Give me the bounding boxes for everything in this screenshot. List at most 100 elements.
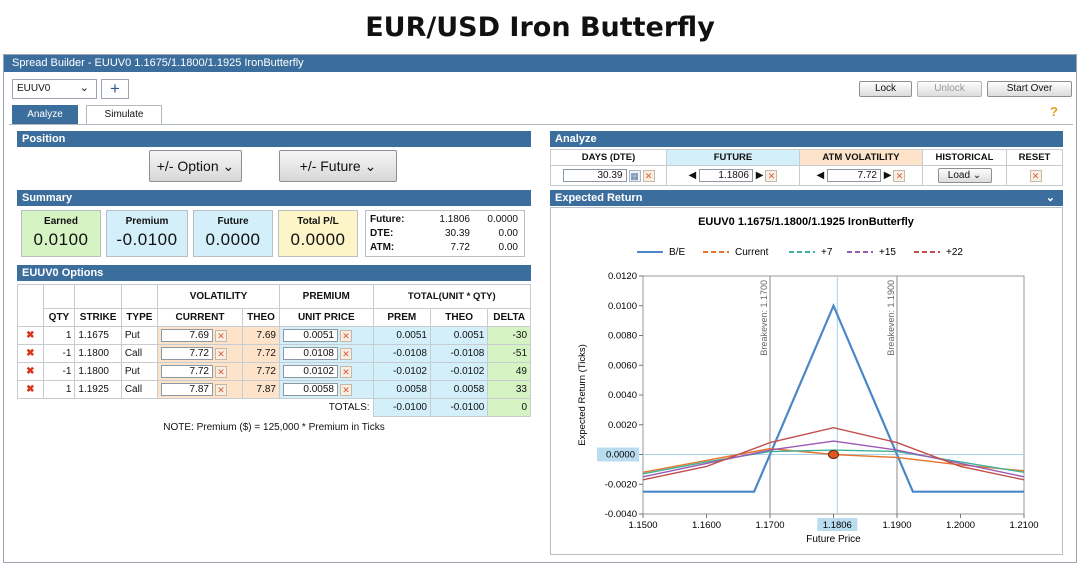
clear-icon[interactable]: ✕ xyxy=(214,365,227,378)
x-tick-label: 1.2100 xyxy=(1009,520,1038,531)
summary-stats: Future: 1.1806 0.0000 DTE: 30.39 0.00 ATM: 7.… xyxy=(365,210,525,257)
load-historical-button[interactable]: Load ⌄ xyxy=(937,168,992,183)
legend-label: +15 xyxy=(879,247,896,258)
x-tick-label: 1.1500 xyxy=(628,520,657,531)
unit-price-input[interactable]: 0.0058 xyxy=(283,383,338,396)
clear-icon[interactable]: ✕ xyxy=(214,347,227,360)
y-tick-label: 0.0100 xyxy=(608,301,637,312)
chevron-down-icon: ⌄ xyxy=(79,82,89,94)
stat-row-atm: ATM: 7.72 0.00 xyxy=(370,242,518,253)
table-row: ✖ 1 1.1675 Put 7.69 ✕ 7.69 0.0051 ✕ 0.0051… xyxy=(17,326,531,345)
earned-label: Earned xyxy=(44,216,78,227)
unit-price-input[interactable]: 0.0102 xyxy=(283,365,338,378)
total-pl-box: Total P/L 0.0000 xyxy=(278,210,358,257)
legend-label: +7 xyxy=(821,247,833,258)
series-line xyxy=(642,427,1025,481)
analyze-header: Analyze xyxy=(550,131,1063,147)
unit-price-input[interactable]: 0.0051 xyxy=(283,329,338,342)
totals-label: TOTALS: xyxy=(17,398,374,417)
x-tick-label: 1.1700 xyxy=(755,520,784,531)
clear-icon[interactable]: ✕ xyxy=(340,383,352,396)
expected-return-header: Expected Return ⌄ xyxy=(550,190,1063,206)
breakeven-label: Breakeven: 1.1700 xyxy=(759,280,769,356)
clear-icon[interactable]: ✕ xyxy=(214,383,227,396)
days-input[interactable]: 30.39 xyxy=(562,169,627,182)
instrument-select[interactable]: EUUV0 ⌄ xyxy=(12,79,97,99)
chart-title: EUUV0 1.1675/1.1800/1.1925 IronButterfly xyxy=(698,216,915,228)
clear-icon[interactable]: ✕ xyxy=(642,169,655,182)
remove-leg-icon[interactable]: ✖ xyxy=(17,380,44,399)
current-y-label-bg xyxy=(597,447,639,462)
increment-icon[interactable]: ▶ xyxy=(755,170,764,182)
clear-icon[interactable]: ✕ xyxy=(893,169,906,182)
add-instrument-button[interactable]: + xyxy=(101,79,129,99)
volatility-input[interactable]: 7.72 xyxy=(160,347,213,360)
legend-label: Current xyxy=(735,247,769,258)
unlock-button[interactable]: Unlock xyxy=(917,81,982,97)
y-tick-label: 0.0040 xyxy=(608,390,637,401)
col-unit-price: UNIT PRICE xyxy=(279,308,374,327)
volatility-input[interactable]: 7.69 xyxy=(160,329,213,342)
earned-box: Earned 0.0100 xyxy=(21,210,101,257)
add-future-button[interactable]: +/- Future ⌄ xyxy=(279,150,397,182)
current-marker xyxy=(828,450,839,459)
add-option-button[interactable]: +/- Option ⌄ xyxy=(149,150,242,182)
unit-price-input[interactable]: 0.0108 xyxy=(283,347,338,360)
totals-row: TOTALS: -0.0100 -0.0100 0 xyxy=(17,398,531,417)
remove-leg-icon[interactable]: ✖ xyxy=(17,362,44,381)
col-prem: PREM xyxy=(372,308,431,327)
volatility-input[interactable]: 7.72 xyxy=(160,365,213,378)
add-option-label: +/- Option xyxy=(156,158,219,174)
calendar-icon[interactable]: ▦ xyxy=(628,169,641,182)
x-axis-title: Future Price xyxy=(806,534,861,545)
earned-value: 0.0100 xyxy=(33,230,89,249)
tab-simulate[interactable]: Simulate xyxy=(86,105,162,124)
increment-icon[interactable]: ▶ xyxy=(883,170,892,182)
table-row: ✖ -1 1.1800 Call 7.72 ✕ 7.72 0.0108 ✕ -0.0… xyxy=(17,344,531,363)
col-theo: THEO xyxy=(242,308,280,327)
y-tick-label: -0.0020 xyxy=(605,479,637,490)
remove-leg-icon[interactable]: ✖ xyxy=(17,344,44,363)
clear-icon[interactable]: ✕ xyxy=(340,329,352,342)
lock-button[interactable]: Lock xyxy=(859,81,912,97)
decrement-icon[interactable]: ◀ xyxy=(816,170,825,182)
col-strike: STRIKE xyxy=(74,308,122,327)
atm-volatility-input[interactable]: 7.72 xyxy=(827,169,881,182)
help-icon[interactable]: ? xyxy=(1050,104,1058,119)
historical-header: HISTORICAL xyxy=(922,149,1007,166)
start-over-button[interactable]: Start Over xyxy=(987,81,1072,97)
future-label: Future xyxy=(217,216,249,227)
y-tick-label: 0.0080 xyxy=(608,331,637,342)
clear-icon[interactable]: ✕ xyxy=(340,347,352,360)
position-header: Position xyxy=(17,131,531,147)
series-line xyxy=(642,440,1025,478)
collapse-chevron-icon[interactable]: ⌄ xyxy=(1045,192,1055,204)
col-total-theo: THEO xyxy=(429,308,489,327)
col-current: CURRENT xyxy=(156,308,244,327)
current-y-label: 0.0000 xyxy=(606,450,635,461)
premium-value: -0.0100 xyxy=(116,230,178,249)
plot-frame xyxy=(642,275,1025,515)
volatility-input[interactable]: 7.87 xyxy=(160,383,213,396)
decrement-icon[interactable]: ◀ xyxy=(688,170,697,182)
future-input[interactable]: 1.1806 xyxy=(699,169,753,182)
y-axis-title: Expected Return (Ticks) xyxy=(577,344,588,446)
breakeven-label: Breakeven: 1.1900 xyxy=(886,280,896,356)
y-tick-label: 0.0060 xyxy=(608,360,637,371)
clear-icon[interactable]: ✕ xyxy=(765,169,778,182)
clear-icon[interactable]: ✕ xyxy=(340,365,352,378)
analyze-controls: DAYS (DTE) FUTURE ATM VOLATILITY HISTORI… xyxy=(550,149,1063,186)
col-type: TYPE xyxy=(120,308,158,327)
remove-leg-icon[interactable]: ✖ xyxy=(17,326,44,345)
reset-icon[interactable]: ✕ xyxy=(1029,169,1042,182)
options-table: VOLATILITY PREMIUM TOTAL(UNIT * QTY) QTY… xyxy=(17,284,532,417)
totals-theo: -0.0100 xyxy=(429,398,489,417)
total-pl-label: Total P/L xyxy=(297,216,339,227)
clear-icon[interactable]: ✕ xyxy=(214,329,227,342)
tab-analyze[interactable]: Analyze xyxy=(12,105,78,124)
days-header: DAYS (DTE) xyxy=(550,149,667,166)
series-line xyxy=(643,302,1024,493)
slide-title: EUR/USD Iron Butterfly xyxy=(365,11,715,43)
current-x-label-bg xyxy=(817,518,858,531)
future-value: 0.0000 xyxy=(205,230,261,249)
